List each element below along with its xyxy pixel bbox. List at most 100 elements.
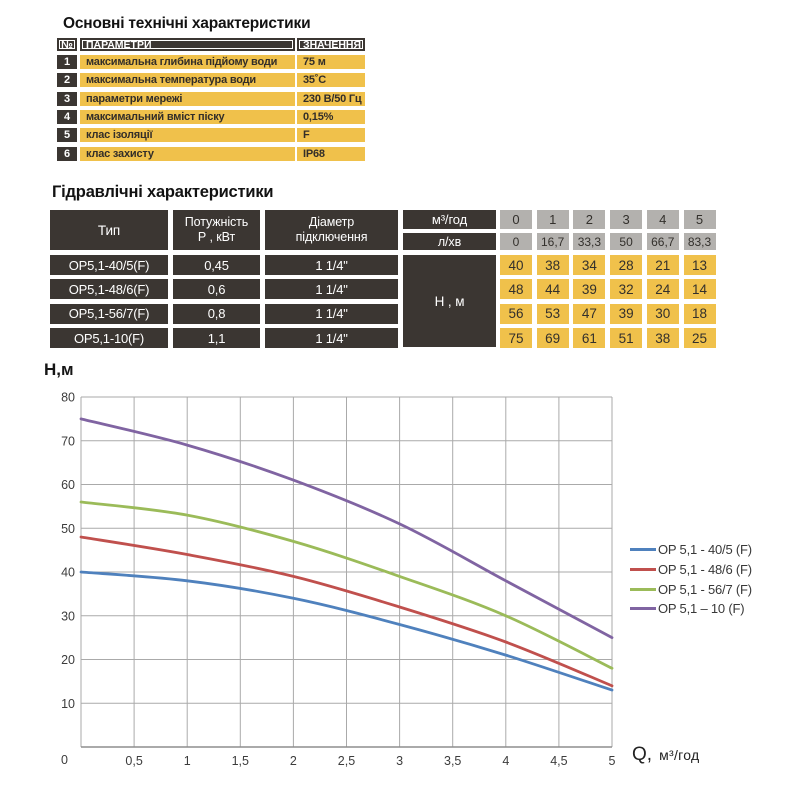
head-value-cell: 32 [610,279,643,300]
x-tick-label: 3,5 [444,754,461,768]
flow-lmin-value: 50 [610,233,643,250]
tech-row-param: клас ізоляції [80,128,295,143]
pump-type-cell: ОР5,1-40/5(F) [50,255,168,275]
head-value-cell: 75 [500,328,532,349]
legend-label: OP 5,1 – 10 (F) [658,601,745,617]
head-value-cell: 69 [536,328,569,349]
head-value-cell: 47 [573,303,606,324]
tech-row-value: IP68 [297,146,365,161]
tech-row-value: 75 м [297,55,365,69]
head-value-cell: 39 [610,303,643,324]
series-line [79,535,614,688]
legend-line-swatch [630,587,656,591]
legend-item: OP 5,1 - 56/7 (F) [630,579,752,599]
x-tick-label: 1 [184,754,191,768]
x-axis-q-symbol: Q, [632,744,653,765]
legend-item: OP 5,1 - 48/6 (F) [630,560,752,580]
head-value-cell: 21 [646,255,679,275]
head-value-cell: 44 [536,279,569,300]
x-tick-label: 3 [396,754,403,768]
flow-lmin-value: 83,3 [683,233,716,250]
x-tick-label: 2 [290,754,297,768]
pump-type-cell: ОР5,1-56/7(F) [50,303,168,324]
diameter-header-line2: підключення [295,230,368,244]
head-value-cell: 18 [683,303,716,324]
head-meters-cell: Н , м [403,255,496,347]
pump-diameter-cell: 1 1/4" [265,303,398,324]
y-tick-label: 50 [61,522,75,536]
chart-x-axis-title: Q, м³/год [632,744,700,766]
tech-row-value: 0,15% [297,109,365,124]
tech-row-param: параметри мережі [80,91,295,106]
head-value-cell: 39 [573,279,606,300]
pump-type-cell: ОР5,1-10(F) [50,328,168,349]
flow-lmin-value: 66,7 [646,233,679,250]
x-tick-label: 4 [502,754,509,768]
tech-row-num: 5 [57,128,77,143]
flow-m3h-value: 4 [646,210,679,229]
y-tick-label: 60 [61,478,75,492]
flow-m3h-value: 5 [683,210,716,229]
x-tick-label: 4,5 [550,754,567,768]
flow-lmin-value: 16,7 [536,233,569,250]
head-value-cell: 28 [610,255,643,275]
tech-specs-title: Основні технічні характеристики [63,15,311,32]
pump-power-cell: 0,45 [173,255,260,275]
legend-label: OP 5,1 - 40/5 (F) [658,542,752,558]
hydraulic-title: Гідравлічні характеристики [52,183,274,201]
flow-lmin-header-cell: л/хв [403,233,496,250]
head-value-cell: 13 [683,255,716,275]
flow-m3h-value: 1 [536,210,569,229]
head-value-cell: 51 [610,328,643,349]
legend-label: OP 5,1 - 56/7 (F) [658,581,752,597]
tech-row-num: 6 [57,146,77,161]
series-line [79,417,614,639]
pump-power-cell: 1,1 [173,328,260,349]
flow-lmin-value: 33,3 [573,233,606,250]
tech-row-num: 2 [57,73,77,88]
tech-row-param: клас захисту [80,146,295,161]
pump-diameter-cell: 1 1/4" [265,279,398,300]
flow-m3h-value: 3 [610,210,643,229]
pump-diameter-cell: 1 1/4" [265,328,398,349]
pump-power-cell: 0,8 [173,303,260,324]
flow-m3h-header-cell: м³/год [403,210,496,229]
y-tick-label: 80 [61,391,75,405]
legend-line-swatch [630,607,656,611]
tech-row-num: 4 [57,109,77,124]
legend-line-swatch [630,548,656,552]
x-tick-label: 5 [609,754,616,768]
x-tick-label: 1,5 [232,754,249,768]
y-tick-label: 30 [61,609,75,623]
tech-row-param: максимальна температура води [80,73,295,88]
y-tick-label: 40 [61,566,75,580]
chart-y-axis-title: Н,м [44,360,74,379]
head-value-cell: 48 [500,279,532,300]
tech-row-value: 230 В/50 Гц [297,91,365,106]
head-value-cell: 40 [500,255,532,275]
tech-row-value: 35˚С [297,73,365,88]
x-tick-label: 2,5 [338,754,355,768]
pump-power-cell: 0,6 [173,279,260,300]
x-axis-unit-label: м³/год [659,747,700,763]
head-value-cell: 53 [536,303,569,324]
hydraulic-header-type: Тип [50,210,168,250]
pump-diameter-cell: 1 1/4" [265,255,398,275]
flow-m3h-value: 2 [573,210,606,229]
tech-row-param: максимальна глибина підйому води [80,55,295,69]
diameter-header-line1: Діаметр [308,215,355,229]
chart-legend: OP 5,1 - 40/5 (F) OP 5,1 - 48/6 (F) OP 5,1… [630,540,752,619]
flow-lmin-value: 0 [500,233,532,250]
x-tick-label: 0,5 [125,754,142,768]
tech-header-param: ПАРАМЕТРИ [80,38,295,51]
y-tick-label: 70 [61,434,75,448]
legend-label: OP 5,1 - 48/6 (F) [658,562,752,578]
origin-tick-label: 0 [61,753,68,767]
series-line [79,570,614,692]
head-value-cell: 38 [646,328,679,349]
tech-row-value: F [297,128,365,143]
head-value-cell: 30 [646,303,679,324]
pump-type-cell: ОР5,1-48/6(F) [50,279,168,300]
flow-m3h-value: 0 [500,210,532,229]
series-line [79,500,614,670]
